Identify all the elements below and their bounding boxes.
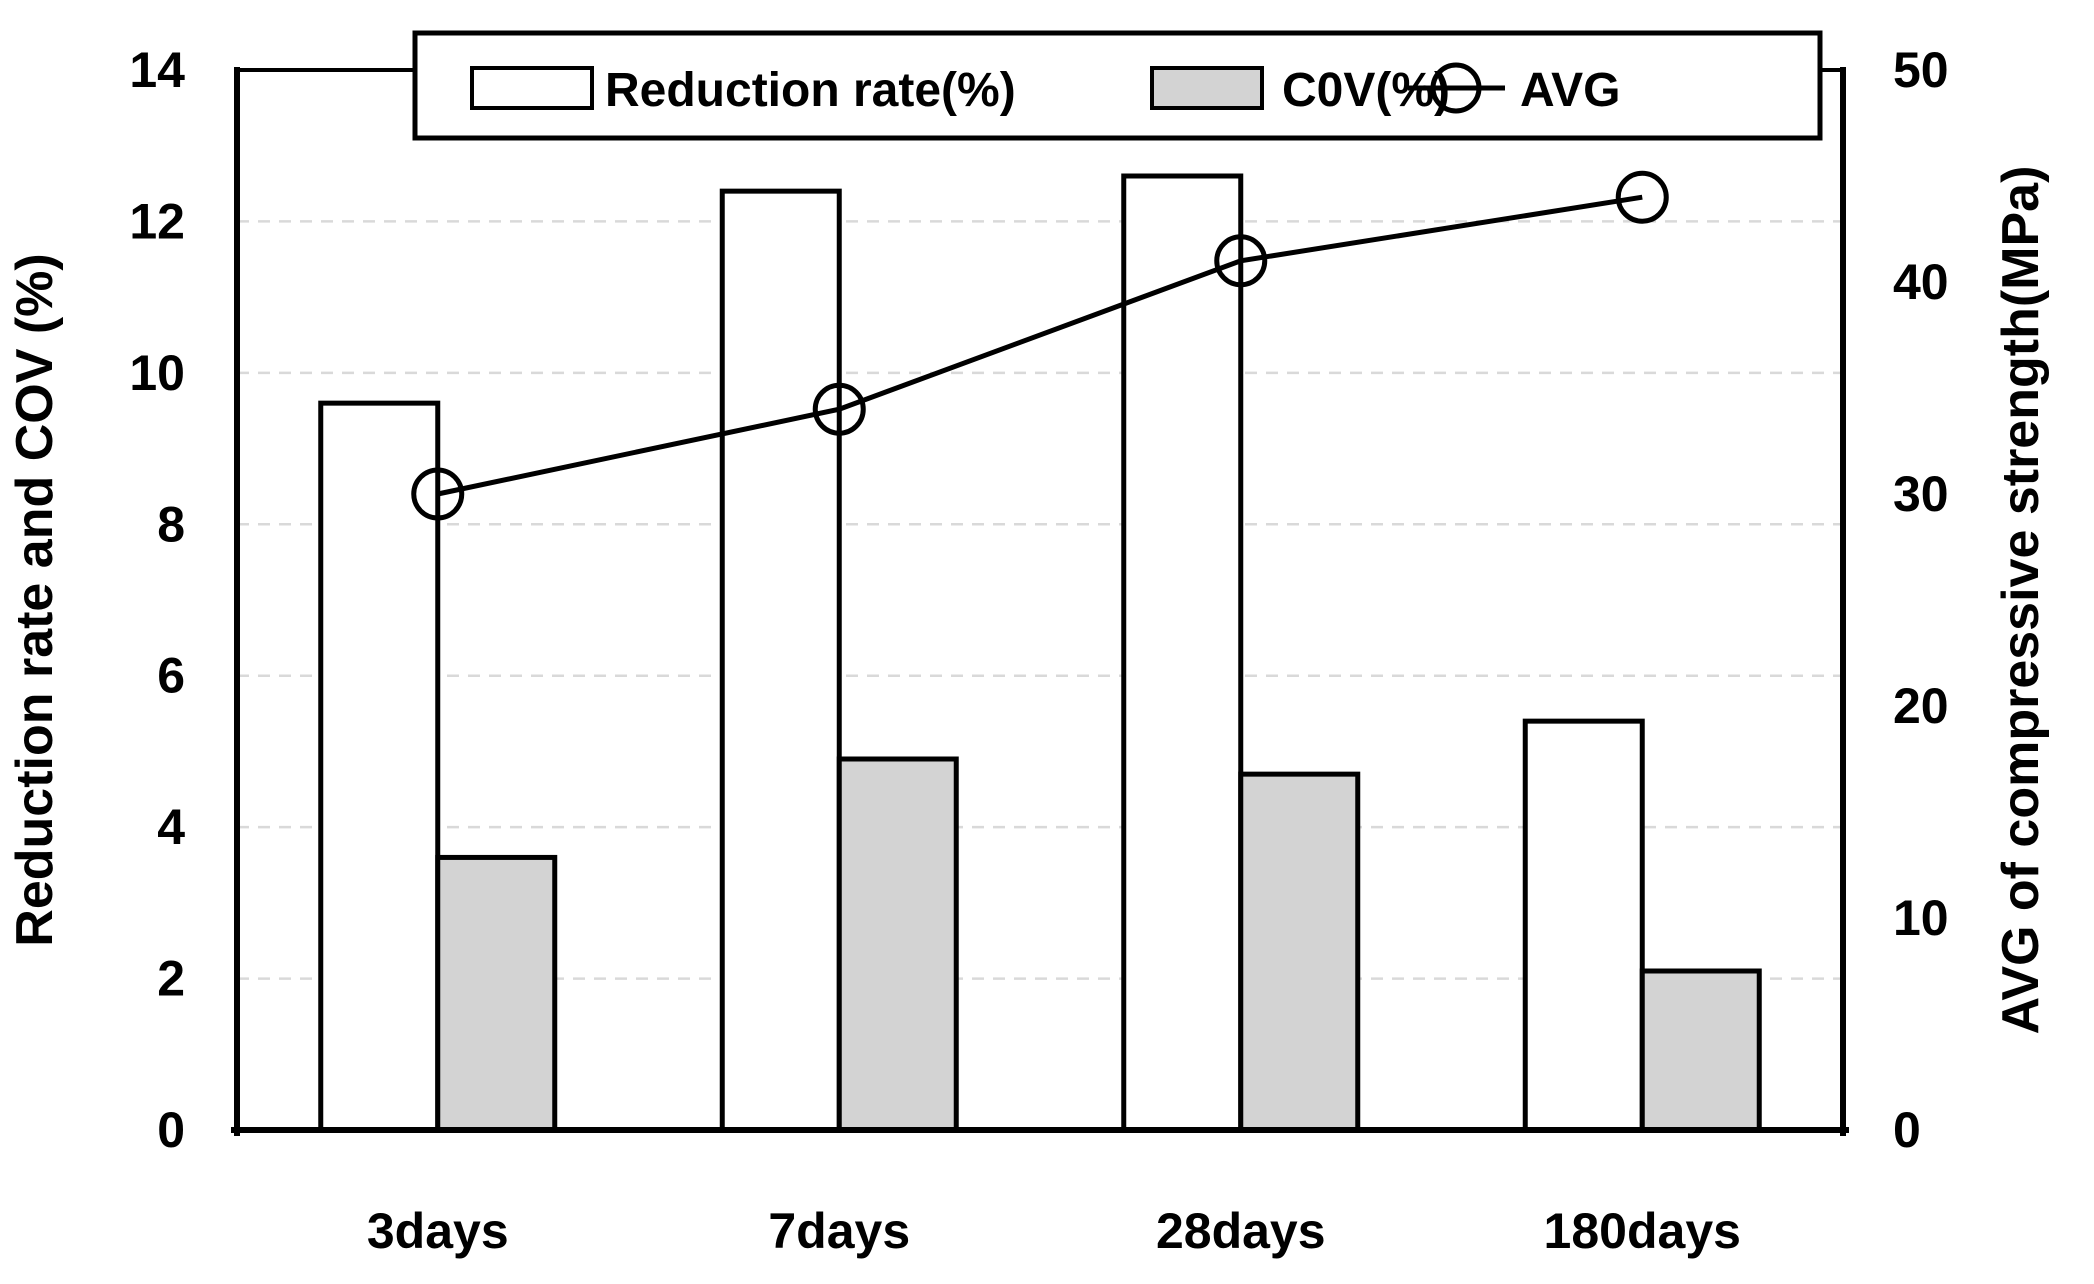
legend: Reduction rate(%) C0V(%) AVG	[412, 30, 1823, 141]
right-tick-label: 10	[1893, 890, 1949, 946]
avg-line-series	[411, 170, 1669, 521]
legend-avg-marker-icon	[1430, 62, 1482, 114]
left-axis-tick-labels: 0 2 4 6 8 10 12 14	[129, 42, 185, 1158]
bar-cov-28days	[1238, 771, 1361, 1133]
legend-swatch-cov	[1150, 66, 1264, 110]
avg-marker-7days	[812, 382, 866, 436]
category-label-7days: 7days	[768, 1203, 910, 1259]
category-label-3days: 3days	[367, 1203, 509, 1259]
legend-box	[412, 30, 1823, 141]
left-tick-label: 6	[157, 648, 185, 704]
left-axis-title: Reduction rate and COV (%)	[6, 253, 64, 946]
right-axis-title: AVG of compressive strength(MPa)	[1992, 166, 2050, 1035]
right-tick-label: 0	[1893, 1102, 1921, 1158]
avg-line	[437, 194, 1643, 497]
category-label-180days: 180days	[1544, 1203, 1741, 1259]
left-tick-label: 8	[157, 496, 185, 552]
bar-reduction-rate-7days	[719, 188, 842, 1133]
bar-reduction-rate-180days	[1522, 718, 1645, 1133]
left-tick-label: 10	[129, 345, 185, 401]
right-tick-label: 40	[1893, 254, 1949, 310]
right-axis-tick-labels: 0 10 20 30 40 50	[1893, 42, 1949, 1158]
right-tick-label: 30	[1893, 466, 1949, 522]
bar-cov-3days	[435, 854, 558, 1133]
avg-marker-3days	[411, 467, 465, 521]
avg-marker-28days	[1214, 234, 1268, 288]
category-label-28days: 28days	[1156, 1203, 1326, 1259]
bar-series	[318, 173, 1762, 1133]
bar-cov-7days	[836, 756, 959, 1133]
avg-marker-180days	[1615, 170, 1669, 224]
right-tick-label: 20	[1893, 678, 1949, 734]
left-tick-label: 2	[157, 951, 185, 1007]
left-tick-label: 4	[157, 799, 185, 855]
bar-reduction-rate-3days	[318, 400, 441, 1133]
left-tick-label: 0	[157, 1102, 185, 1158]
bar-cov-180days	[1639, 968, 1762, 1133]
legend-swatch-reduction-rate	[470, 66, 594, 110]
bar-reduction-rate-28days	[1121, 173, 1244, 1133]
gridlines	[237, 220, 1843, 980]
left-tick-label: 12	[129, 193, 185, 249]
left-tick-label: 14	[129, 42, 185, 98]
legend-label-avg: AVG	[1520, 64, 1620, 117]
legend-label-reduction-rate: Reduction rate(%)	[605, 64, 1016, 117]
x-axis-category-labels: 3days 7days 28days 180days	[367, 1203, 1741, 1259]
right-tick-label: 50	[1893, 42, 1949, 98]
